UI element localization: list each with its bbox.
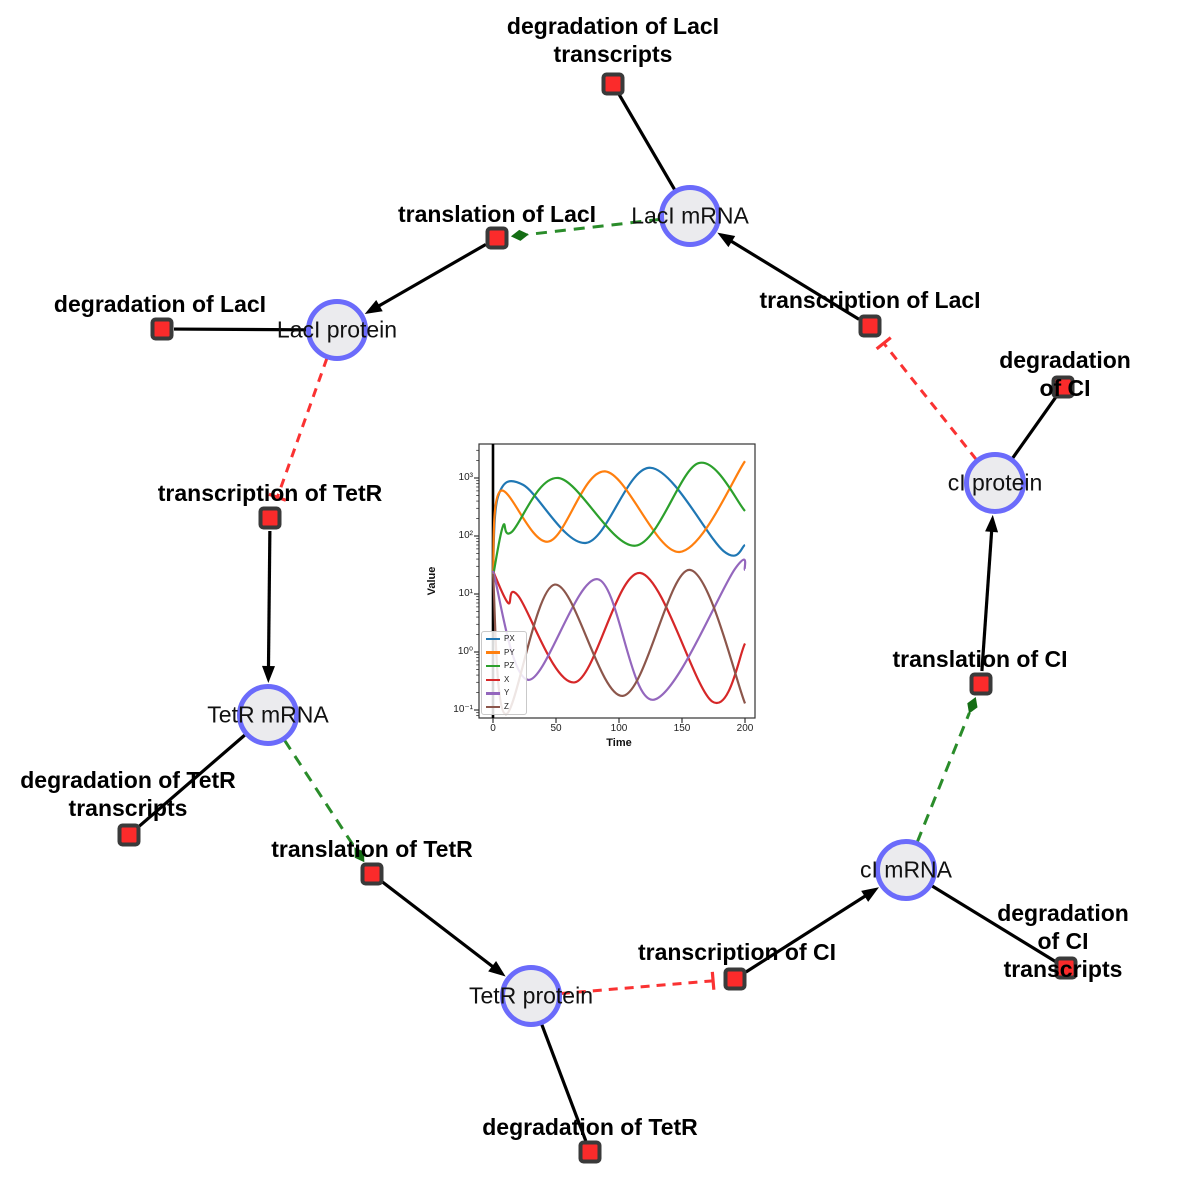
edge-tetr-mrna-translation-tetr bbox=[283, 739, 365, 863]
series-line-X bbox=[491, 570, 747, 705]
reaction-node-deg-ci-transcripts[interactable] bbox=[1054, 956, 1078, 980]
reaction-node-translation-ci[interactable] bbox=[969, 672, 993, 696]
edge-translation-laci-laci-protein bbox=[364, 243, 487, 315]
tee-inhibitor-icon bbox=[875, 336, 892, 351]
arrowhead-icon bbox=[364, 299, 383, 315]
reaction-label-deg-tetr: degradation of TetR bbox=[482, 1114, 698, 1140]
legend-swatch-px bbox=[486, 637, 500, 641]
x-axis-label: Time bbox=[606, 737, 632, 749]
species-node-tetr-mrna[interactable] bbox=[237, 684, 299, 746]
edge-ci-mrna-deg-ci-transcripts bbox=[930, 884, 1057, 964]
legend-swatch-y bbox=[486, 692, 500, 695]
chart-legend: PX PY PZ X Y Z bbox=[481, 631, 527, 715]
edge-tetr-protein-transcription-ci bbox=[560, 971, 716, 996]
tee-inhibitor-icon bbox=[710, 971, 716, 990]
reaction-node-transcription-laci[interactable] bbox=[858, 314, 882, 338]
legend-swatch-x bbox=[486, 678, 500, 682]
reaction-node-deg-laci[interactable] bbox=[150, 317, 174, 341]
x-tick-0: 0 bbox=[490, 723, 496, 734]
edge-translation-ci-ci-protein bbox=[980, 514, 999, 672]
edge-ci-protein-transcription-laci bbox=[875, 336, 978, 461]
species-node-ci-mrna[interactable] bbox=[875, 839, 937, 901]
species-node-tetr-protein[interactable] bbox=[500, 965, 562, 1027]
species-node-ci-protein[interactable] bbox=[964, 452, 1026, 514]
edge-transcription-tetr-tetr-mrna bbox=[261, 530, 275, 684]
edge-laci-protein-transcription-tetr bbox=[268, 357, 329, 502]
species-label-laci-protein: LacI protein bbox=[276, 316, 398, 343]
species-label-tetr-mrna: TetR mRNA bbox=[207, 701, 329, 728]
edge-tetr-protein-deg-tetr bbox=[540, 1023, 588, 1142]
diamond-arrowhead-icon bbox=[510, 229, 529, 241]
reaction-node-deg-tetr[interactable] bbox=[578, 1140, 602, 1164]
edge-laci-protein-deg-laci bbox=[173, 327, 308, 332]
arrowhead-icon bbox=[261, 665, 275, 684]
reaction-label-deg-laci-transcripts: degradation of LacI transcripts bbox=[506, 13, 720, 67]
legend-swatch-pz bbox=[486, 664, 500, 668]
legend-item-y: Y bbox=[486, 689, 522, 697]
x-tick-200: 200 bbox=[736, 723, 754, 734]
reaction-label-transcription-tetr: transcription of TetR bbox=[157, 480, 383, 506]
y-tick-1e2: 10² bbox=[458, 530, 473, 541]
legend-swatch-py bbox=[486, 651, 500, 654]
edge-tetr-mrna-deg-tetr-transcripts bbox=[137, 733, 247, 829]
y-tick-1e1: 10¹ bbox=[458, 588, 473, 599]
edge-translation-tetr-tetr-protein bbox=[381, 880, 506, 977]
legend-item-z: Z bbox=[486, 702, 522, 711]
x-tick-100: 100 bbox=[610, 723, 628, 734]
legend-item-pz: PZ bbox=[486, 662, 522, 670]
reaction-node-deg-tetr-transcripts[interactable] bbox=[117, 823, 141, 847]
legend-item-x: X bbox=[486, 675, 522, 684]
series-line-PY bbox=[491, 460, 746, 577]
edge-laci-mrna-translation-laci bbox=[510, 217, 661, 241]
series-line-PZ bbox=[491, 461, 746, 577]
reaction-label-transcription-ci: transcription of CI bbox=[637, 939, 837, 965]
species-node-laci-mrna[interactable] bbox=[659, 185, 721, 247]
y-tick-1e0: 10⁰ bbox=[457, 646, 473, 657]
tee-inhibitor-icon bbox=[268, 492, 287, 502]
arrowhead-icon bbox=[861, 887, 880, 902]
reaction-label-transcription-laci: transcription of LacI bbox=[759, 287, 981, 313]
edge-ci-mrna-translation-ci bbox=[915, 696, 978, 843]
species-node-laci-protein[interactable] bbox=[306, 299, 368, 361]
arrowhead-icon bbox=[717, 232, 736, 248]
simulation-inset-plot: Value Time 10³ 10² 10¹ 10⁰ 10⁻¹ 0 50 100… bbox=[418, 428, 768, 763]
y-tick-1e3: 10³ bbox=[458, 472, 473, 483]
arrowhead-icon bbox=[488, 961, 506, 977]
x-tick-150: 150 bbox=[673, 723, 691, 734]
species-label-laci-mrna: LacI mRNA bbox=[631, 202, 749, 229]
reaction-node-translation-laci[interactable] bbox=[485, 226, 509, 250]
series-line-Y bbox=[491, 558, 747, 701]
y-tick-1e-1: 10⁻¹ bbox=[453, 704, 473, 715]
reaction-node-deg-ci[interactable] bbox=[1051, 375, 1075, 399]
diamond-arrowhead-icon bbox=[354, 847, 365, 863]
reaction-label-translation-tetr: translation of TetR bbox=[271, 836, 473, 862]
reaction-label-deg-tetr-transcripts: degradation of TetR transcripts bbox=[20, 767, 236, 821]
x-tick-50: 50 bbox=[550, 723, 562, 734]
species-label-ci-mrna: cI mRNA bbox=[860, 856, 952, 883]
legend-swatch-z bbox=[486, 705, 500, 709]
edge-laci-mrna-deg-laci-transcripts bbox=[617, 93, 677, 191]
reaction-label-translation-laci: translation of LacI bbox=[397, 201, 597, 227]
reaction-node-transcription-tetr[interactable] bbox=[258, 506, 282, 530]
reaction-label-deg-ci-transcripts: degradation of CI transcripts bbox=[997, 900, 1129, 982]
reaction-node-transcription-ci[interactable] bbox=[723, 967, 747, 991]
diamond-arrowhead-icon bbox=[967, 696, 978, 714]
reaction-label-deg-laci: degradation of LacI bbox=[53, 291, 267, 317]
reaction-node-translation-tetr[interactable] bbox=[360, 862, 384, 886]
series-line-PX bbox=[491, 466, 746, 577]
species-label-tetr-protein: TetR protein bbox=[468, 982, 594, 1009]
edge-transcription-laci-laci-mrna bbox=[717, 232, 860, 321]
arrowhead-icon bbox=[985, 514, 999, 533]
edge-ci-protein-deg-ci bbox=[1011, 395, 1058, 460]
edge-transcription-ci-ci-mrna bbox=[745, 887, 880, 974]
series-line-Z bbox=[491, 568, 747, 716]
legend-item-py: PY bbox=[486, 648, 522, 657]
reaction-label-translation-ci: translation of CI bbox=[892, 646, 1068, 672]
reaction-node-deg-laci-transcripts[interactable] bbox=[601, 72, 625, 96]
legend-item-px: PX bbox=[486, 635, 522, 643]
species-label-ci-protein: cI protein bbox=[947, 469, 1043, 496]
reaction-label-deg-ci: degradation of CI bbox=[999, 347, 1131, 401]
